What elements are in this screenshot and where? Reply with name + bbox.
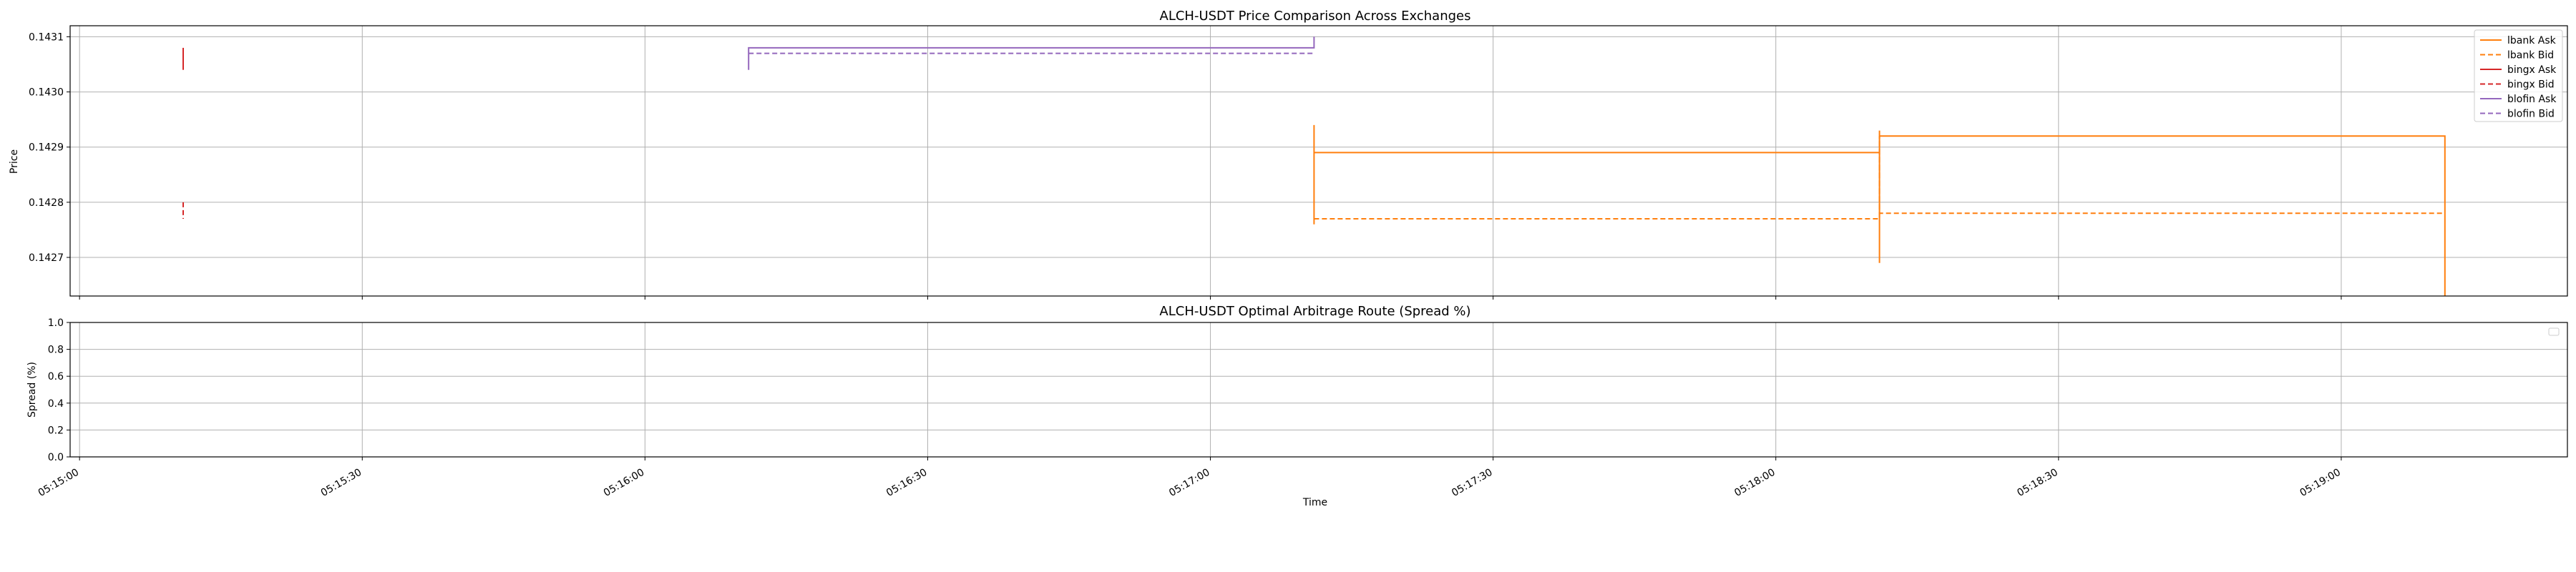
legend-label: lbank Ask — [2507, 35, 2557, 46]
spread-x-tick-label: 05:16:30 — [884, 467, 929, 499]
spread-y-tick-label: 0.6 — [48, 371, 64, 383]
price-chart-series — [182, 36, 2446, 296]
spread-x-tick-label: 05:18:00 — [1732, 467, 1777, 499]
spread-x-tick-label: 05:15:30 — [319, 467, 364, 499]
price-chart-legend: lbank Ask lbank Bid bingx Ask bingx Bid blof… — [2474, 29, 2563, 122]
spread-y-tick-label: 0.8 — [48, 345, 64, 356]
legend-label: lbank Bid — [2507, 50, 2554, 61]
spread-y-tick-label: 0.0 — [48, 452, 64, 463]
series-line-lbank-ask — [1313, 124, 2446, 296]
spread-x-tick-label: 05:19:00 — [2298, 467, 2342, 499]
spread-chart-x-label: Time — [1302, 497, 1327, 508]
price-chart-x-ticks — [79, 296, 2342, 300]
spread-chart-title: ALCH-USDT Optimal Arbitrage Route (Sprea… — [1159, 304, 1470, 319]
price-chart-y-label: Price — [9, 149, 20, 174]
spread-chart-y-label: Spread (%) — [26, 362, 38, 418]
spread-y-tick-label: 1.0 — [48, 317, 64, 329]
spread-x-tick-label: 05:16:00 — [602, 467, 646, 499]
spread-chart-legend-box — [2548, 327, 2560, 336]
legend-label: blofin Ask — [2507, 94, 2557, 105]
spread-x-tick-label: 05:18:30 — [2015, 467, 2059, 499]
price-chart-title: ALCH-USDT Price Comparison Across Exchan… — [1160, 9, 1471, 24]
legend-label: bingx Bid — [2507, 79, 2555, 91]
spread-chart-y-ticks: 0.0 0.2 0.4 0.6 0.8 1.0 — [48, 317, 70, 463]
price-y-tick-label: 0.1431 — [29, 31, 64, 43]
price-chart: ALCH-USDT Price Comparison Across Exchan… — [9, 9, 2568, 300]
price-y-tick-label: 0.1430 — [29, 87, 64, 99]
spread-x-tick-label: 05:17:30 — [1450, 467, 1494, 499]
series-line-blofin-ask — [748, 36, 1315, 70]
spread-x-tick-label: 05:17:00 — [1167, 467, 1211, 499]
spread-chart-frame — [69, 322, 2568, 458]
legend-label: blofin Bid — [2507, 109, 2555, 120]
price-chart-y-ticks: 0.1427 0.1428 0.1429 0.1430 0.1431 — [29, 31, 70, 264]
price-chart-grid — [70, 26, 2567, 296]
price-y-tick-label: 0.1429 — [29, 142, 64, 154]
spread-chart-grid — [70, 322, 2567, 458]
spread-y-tick-label: 0.2 — [48, 425, 64, 436]
spread-x-tick-label: 05:15:00 — [36, 467, 81, 499]
legend-label: bingx Ask — [2507, 64, 2557, 76]
series-line-lbank-bid — [1314, 136, 2445, 220]
spread-chart: ALCH-USDT Optimal Arbitrage Route (Sprea… — [26, 304, 2568, 508]
price-y-tick-label: 0.1428 — [29, 197, 64, 209]
price-y-tick-label: 0.1427 — [29, 252, 64, 264]
spread-y-tick-label: 0.4 — [48, 398, 64, 410]
price-chart-frame — [69, 25, 2568, 297]
spread-chart-x-ticks: 05:15:00 05:15:30 05:16:00 05:16:30 05:17:00… — [36, 457, 2343, 499]
